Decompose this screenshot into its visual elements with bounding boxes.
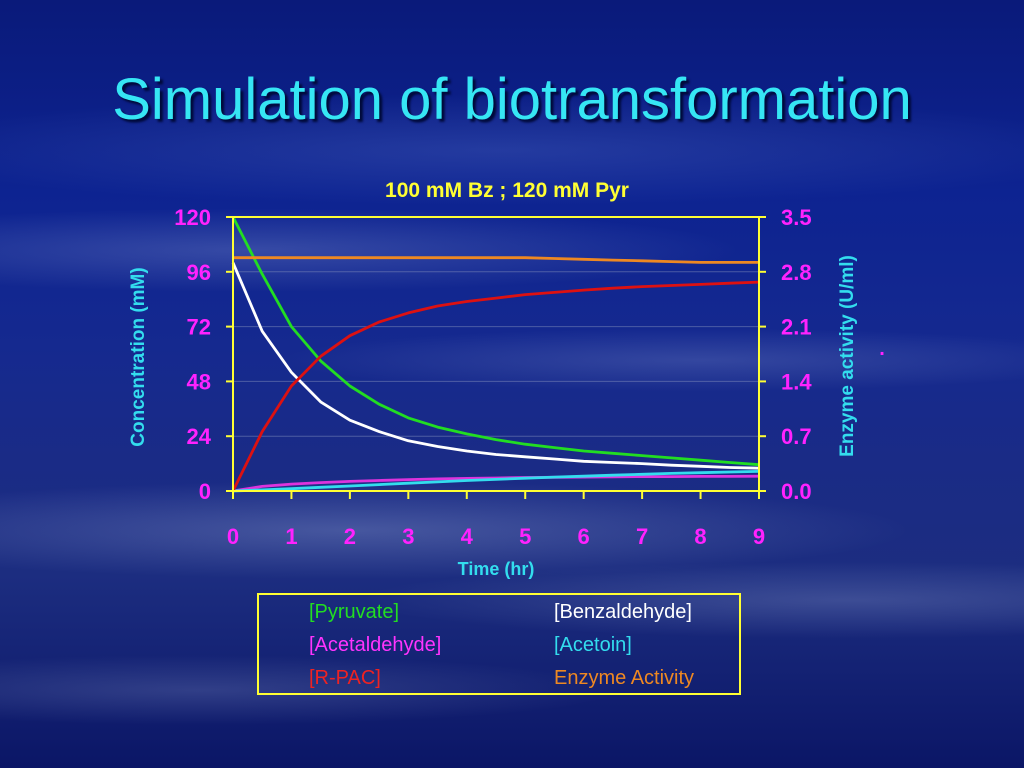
legend-r-pac: [R-PAC] bbox=[309, 667, 381, 689]
x-tick-label: 2 bbox=[344, 524, 356, 549]
y-axis-left-title: Concentration (mM) bbox=[128, 267, 149, 446]
y-right-tick-label: 1.4 bbox=[781, 369, 812, 394]
legend-acetoin: [Acetoin] bbox=[554, 634, 632, 656]
y-right-tick-label: 3.5 bbox=[781, 205, 812, 230]
series-line-enzyme-activity bbox=[233, 256, 759, 264]
axes bbox=[226, 216, 766, 499]
x-tick-label: 0 bbox=[227, 524, 239, 549]
x-tick-label: 3 bbox=[402, 524, 414, 549]
series-line-r-pac bbox=[231, 280, 760, 492]
chart-title: 100 mM Bz ; 120 mM Pyr bbox=[385, 179, 629, 202]
x-tick-label: 4 bbox=[461, 524, 474, 549]
series-line-pyruvate bbox=[231, 216, 760, 467]
x-tick-label: 1 bbox=[285, 524, 297, 549]
series-line-benzaldehyde bbox=[231, 262, 760, 470]
y-axis-right-title: Enzyme activity (U/ml) bbox=[837, 255, 858, 457]
x-tick-label: 9 bbox=[753, 524, 765, 549]
y-right-tick-label: 2.1 bbox=[781, 315, 812, 340]
legend-acetaldehyde: [Acetaldehyde] bbox=[309, 634, 442, 656]
slide-title: Simulation of biotransformation bbox=[112, 67, 912, 132]
right-axis-extra-mark: . bbox=[879, 338, 885, 360]
y-right-tick-label: 2.8 bbox=[781, 260, 812, 285]
y-left-tick-label: 48 bbox=[187, 369, 211, 394]
legend: [Pyruvate] [Benzaldehyde] [Acetaldehyde]… bbox=[257, 593, 741, 695]
y-left-tick-label: 96 bbox=[187, 260, 211, 285]
y-right-tick-label: 0.0 bbox=[781, 479, 812, 504]
y-left-tick-label: 24 bbox=[187, 424, 212, 449]
y-right-tick-label: 0.7 bbox=[781, 424, 812, 449]
series-line-acetoin bbox=[232, 470, 760, 493]
legend-benzaldehyde: [Benzaldehyde] bbox=[554, 601, 692, 623]
x-tick-label: 5 bbox=[519, 524, 531, 549]
tick-labels: 0 24 48 72 96 120 0.0 0.7 1.4 2.1 2.8 3.5 0 1 2 3 4 5 6 7 8 9 bbox=[174, 205, 812, 549]
x-tick-label: 8 bbox=[694, 524, 706, 549]
y-left-tick-label: 120 bbox=[174, 205, 211, 230]
x-axis-title: Time (hr) bbox=[458, 559, 535, 579]
legend-enzyme-activity: Enzyme Activity bbox=[554, 667, 695, 689]
series-lines bbox=[231, 216, 760, 493]
y-left-tick-label: 0 bbox=[199, 479, 211, 504]
gridlines bbox=[233, 271, 759, 437]
y-left-tick-label: 72 bbox=[187, 315, 211, 340]
x-tick-label: 7 bbox=[636, 524, 648, 549]
x-tick-label: 6 bbox=[578, 524, 590, 549]
legend-pyruvate: [Pyruvate] bbox=[309, 601, 400, 623]
